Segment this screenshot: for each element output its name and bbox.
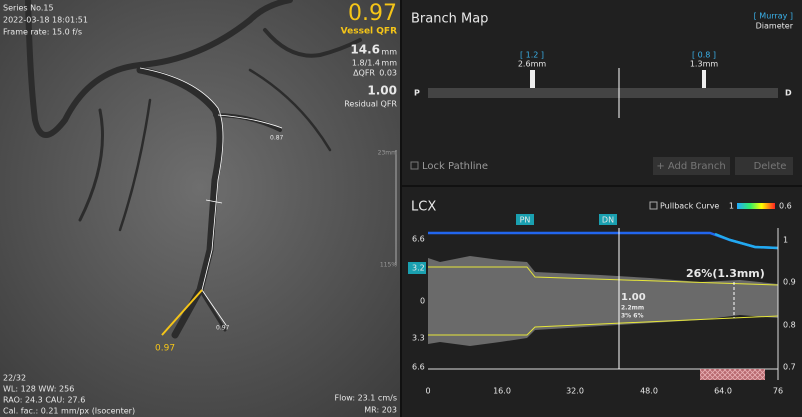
x-tick: 64.0 [714,387,732,396]
angiogram [0,0,400,417]
branch-ratio: [ 0.8 ] [692,51,716,60]
delta-qfr: 0.03 [379,69,397,78]
scale-max: 1 [729,202,734,211]
series: Series No.15 [3,4,54,13]
flow: Flow: 23.1 cm/s [335,394,397,403]
x-tick: 48.0 [640,387,658,396]
calibration: Cal. fac.: 0.21 mm/px (Isocenter) [3,407,135,416]
x-tick: 76 [773,387,783,396]
mr: MR: 203 [364,406,397,415]
right-tick: 0.7 [783,363,796,372]
delete-button[interactable] [735,157,793,175]
datetime: 2022-03-18 18:01:51 [3,16,88,25]
add-branch-button[interactable] [653,157,730,175]
lumen-profile [428,256,778,346]
branch-marker[interactable] [702,70,706,88]
left-tick: 6.6 [412,235,425,244]
right-tick: 1 [783,236,788,245]
add-branch-label: + Add Branch [656,161,725,172]
delta-qfr-label: ΔQFR [353,69,375,78]
proximal: P [414,89,420,98]
scale-length: 23mm [378,150,397,157]
branch-qfr: 0.87 [270,135,284,142]
distal: D [785,89,792,98]
lesion-box [700,369,765,380]
vessel-bar [428,88,778,98]
curve-label: Pullback Curve [660,202,719,211]
qfr-curve-distal [714,232,779,250]
branch-ratio: [ 1.2 ] [520,51,544,60]
branch-diameter: 1.3mm [690,60,719,69]
cursor-stenosis: 3% 6% [621,313,643,320]
length-unit: mm [381,48,397,57]
scale-percent: 115% [380,262,397,269]
diameters-unit: mm [381,59,397,68]
branch-marker[interactable] [530,70,535,88]
vessel-qfr-label: Vessel QFR [341,27,397,37]
scale-min: 0.6 [779,202,792,211]
pathline [139,67,283,336]
window: WL: 128 WW: 256 [3,385,74,394]
pn-label: PN [520,216,531,225]
diameters: 1.8/1.4 [352,59,380,68]
mode[interactable]: [ Murray ] [754,12,793,21]
residual-qfr-label: Residual QFR [344,100,397,109]
right-tick: 0.8 [783,321,796,330]
reference-box [408,262,426,274]
lock-label: Lock Pathline [422,161,488,172]
left-tick: 6.6 [412,363,425,372]
reference-lower [428,315,779,336]
frame: 22/32 [3,374,26,383]
curve-checkbox[interactable] [649,201,658,210]
pullback-qfr: 0.97 [155,344,175,354]
cursor-qfr: 1.00 [621,292,646,303]
left-tick: 3.3 [412,334,425,343]
branch-diameter: 2.6mm [518,60,547,69]
distal-branch-qfr: 0.97 [216,325,230,332]
pullback-title: LCX [411,200,436,215]
left-tick: 0 [420,297,425,306]
color-scale [737,203,775,209]
x-tick: 16.0 [493,387,511,396]
frame-rate: Frame rate: 15.0 f/s [3,28,82,37]
reference-upper [428,266,779,286]
pn-marker[interactable] [516,214,534,225]
length: 14.6 [350,43,380,57]
pullback-segment [161,289,203,336]
cursor-diameter: 2.2mm [621,305,644,312]
stenosis-label: 26%(1.3mm) [686,267,765,280]
delete-label: Delete [754,161,787,172]
angles: RAO: 24.3 CAU: 27.6 [3,396,85,405]
vessel-qfr: 0.97 [348,1,397,26]
dn-label: DN [602,216,614,225]
mode-label: Diameter [756,22,794,31]
residual-qfr: 1.00 [367,84,397,98]
lock-checkbox[interactable] [410,161,419,170]
branch-map-title: Branch Map [411,12,488,27]
dn-marker[interactable] [599,214,617,225]
reference-label: 3.2 [412,264,425,273]
right-tick: 0.9 [783,278,796,287]
x-tick: 32.0 [566,387,584,396]
x-tick: 0 [425,387,430,396]
